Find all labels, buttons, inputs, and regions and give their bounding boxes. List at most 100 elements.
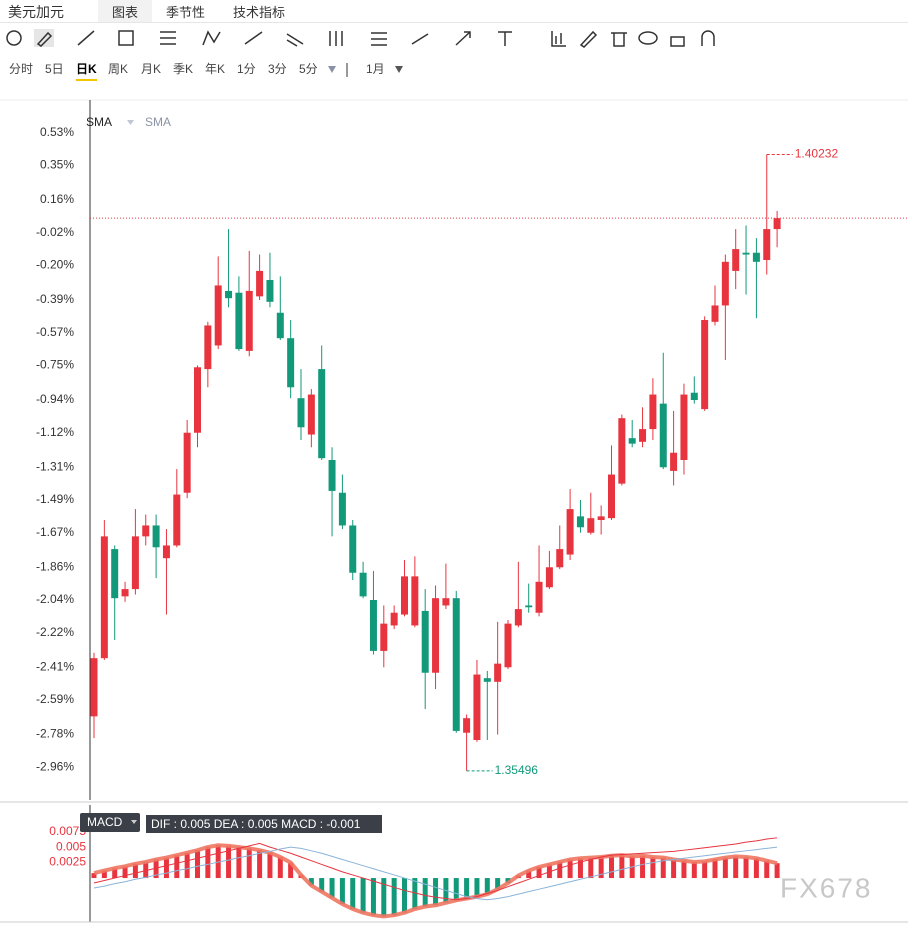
period[interactable]: 月K bbox=[141, 62, 162, 76]
tool-icon[interactable] bbox=[579, 30, 598, 48]
y-tick-label: -1.49% bbox=[36, 492, 74, 506]
tool-icon[interactable] bbox=[638, 31, 658, 45]
period[interactable]: 年K bbox=[205, 62, 226, 76]
candle-body bbox=[711, 305, 719, 322]
tabs: 图表 季节性 技术指标 bbox=[98, 0, 299, 22]
candle-body bbox=[649, 394, 657, 430]
macd-bar bbox=[536, 866, 542, 879]
period[interactable]: 3分 bbox=[268, 62, 287, 76]
macd-bar bbox=[308, 878, 314, 886]
period[interactable]: 5分 bbox=[299, 62, 318, 76]
tab[interactable]: 季节性 bbox=[166, 5, 206, 20]
candle-body bbox=[763, 229, 771, 260]
candle-body bbox=[235, 292, 243, 350]
period[interactable]: 日K bbox=[76, 60, 97, 81]
candle-body bbox=[173, 494, 181, 546]
tab[interactable]: 技术指标 bbox=[233, 5, 286, 20]
macd-bar bbox=[143, 861, 149, 879]
macd-bar bbox=[453, 878, 459, 901]
tool-icon[interactable] bbox=[118, 30, 134, 46]
macd-bar bbox=[195, 850, 200, 879]
candle-body bbox=[100, 536, 108, 659]
macd-bar bbox=[112, 868, 118, 879]
indicator-label[interactable]: SMA bbox=[145, 115, 171, 129]
annotation: 1.35496 bbox=[495, 763, 539, 777]
candle-body bbox=[245, 290, 253, 351]
range[interactable]: 1月 bbox=[366, 62, 385, 76]
candle-body bbox=[701, 320, 709, 410]
candle-body bbox=[639, 429, 647, 442]
y-tick-label: -0.57% bbox=[36, 325, 74, 339]
tool-icon[interactable] bbox=[160, 31, 176, 45]
macd-bar bbox=[774, 863, 780, 879]
symbol: 美元加元 bbox=[8, 4, 64, 20]
tool-icon[interactable] bbox=[36, 31, 53, 47]
period[interactable]: 周K bbox=[108, 62, 129, 76]
macd-bar bbox=[257, 850, 263, 879]
tool-icon[interactable] bbox=[455, 31, 471, 46]
y-tick-label: 0.53% bbox=[40, 125, 74, 139]
candle-body bbox=[328, 460, 336, 491]
macd-bar bbox=[515, 875, 521, 879]
tool-icon[interactable] bbox=[701, 30, 715, 46]
y-tick-label: -2.96% bbox=[36, 759, 74, 773]
candle-body bbox=[545, 567, 553, 588]
y-tick-label: 0.0025 bbox=[49, 855, 86, 869]
candle-body bbox=[194, 367, 201, 433]
y-tick-label: -2.41% bbox=[36, 659, 74, 673]
macd-bar bbox=[132, 863, 138, 879]
macd-bar bbox=[184, 852, 190, 879]
period[interactable]: 5日 bbox=[45, 62, 64, 76]
candle-body bbox=[90, 658, 98, 717]
tool-icon[interactable] bbox=[244, 31, 263, 45]
tool-icon[interactable] bbox=[329, 31, 343, 46]
y-tick-label: -0.02% bbox=[36, 225, 74, 239]
tool-icon[interactable] bbox=[371, 32, 387, 46]
macd-bar bbox=[526, 870, 532, 879]
candle-body bbox=[111, 549, 119, 599]
candle-body bbox=[608, 474, 615, 519]
y-tick-label: -0.75% bbox=[36, 358, 74, 372]
period[interactable]: 1分 bbox=[237, 62, 256, 76]
indicator-label[interactable]: SMA bbox=[86, 115, 112, 129]
tool-icon[interactable] bbox=[670, 36, 685, 47]
tab[interactable]: 图表 bbox=[98, 0, 153, 22]
candle-body bbox=[525, 605, 533, 608]
period[interactable]: 季K bbox=[173, 62, 194, 76]
macd-bar bbox=[588, 857, 594, 879]
dropdown-arrow[interactable] bbox=[395, 66, 403, 73]
macd-bar bbox=[598, 857, 604, 879]
tool-icon[interactable] bbox=[611, 32, 627, 47]
period-deco bbox=[328, 63, 403, 77]
macd-bar bbox=[381, 878, 387, 917]
y-tick-label: 0.16% bbox=[40, 192, 74, 206]
dropdown-arrow[interactable] bbox=[328, 66, 336, 73]
period[interactable]: 分时 bbox=[9, 62, 34, 76]
y-tick-label: 0.35% bbox=[40, 158, 74, 172]
tool-icon[interactable] bbox=[498, 31, 512, 46]
macd-bar bbox=[360, 878, 366, 913]
macd-bar bbox=[691, 861, 697, 879]
tool-icon[interactable] bbox=[411, 33, 429, 45]
macd-bar bbox=[174, 855, 180, 879]
macd-bar bbox=[640, 855, 646, 879]
macd-badge[interactable] bbox=[80, 813, 140, 832]
tool-icon[interactable] bbox=[77, 30, 95, 46]
legend-bg bbox=[146, 815, 382, 833]
tool-icon[interactable] bbox=[6, 30, 22, 46]
macd-bar bbox=[205, 847, 211, 879]
macd-bar bbox=[91, 873, 97, 879]
macd-bar bbox=[557, 861, 563, 879]
tool-icon[interactable] bbox=[286, 33, 304, 47]
macd-bar bbox=[577, 858, 583, 879]
macd-bar bbox=[339, 878, 345, 905]
dropdown-arrow bbox=[131, 820, 137, 824]
candle-body bbox=[307, 394, 315, 435]
macd-bar bbox=[567, 859, 573, 879]
tool-icon[interactable] bbox=[202, 30, 221, 46]
tool-icon[interactable] bbox=[551, 31, 566, 47]
candle-body bbox=[494, 663, 502, 682]
candle-body bbox=[566, 509, 574, 555]
macd-outline bbox=[93, 843, 778, 919]
candle-body bbox=[452, 598, 460, 731]
